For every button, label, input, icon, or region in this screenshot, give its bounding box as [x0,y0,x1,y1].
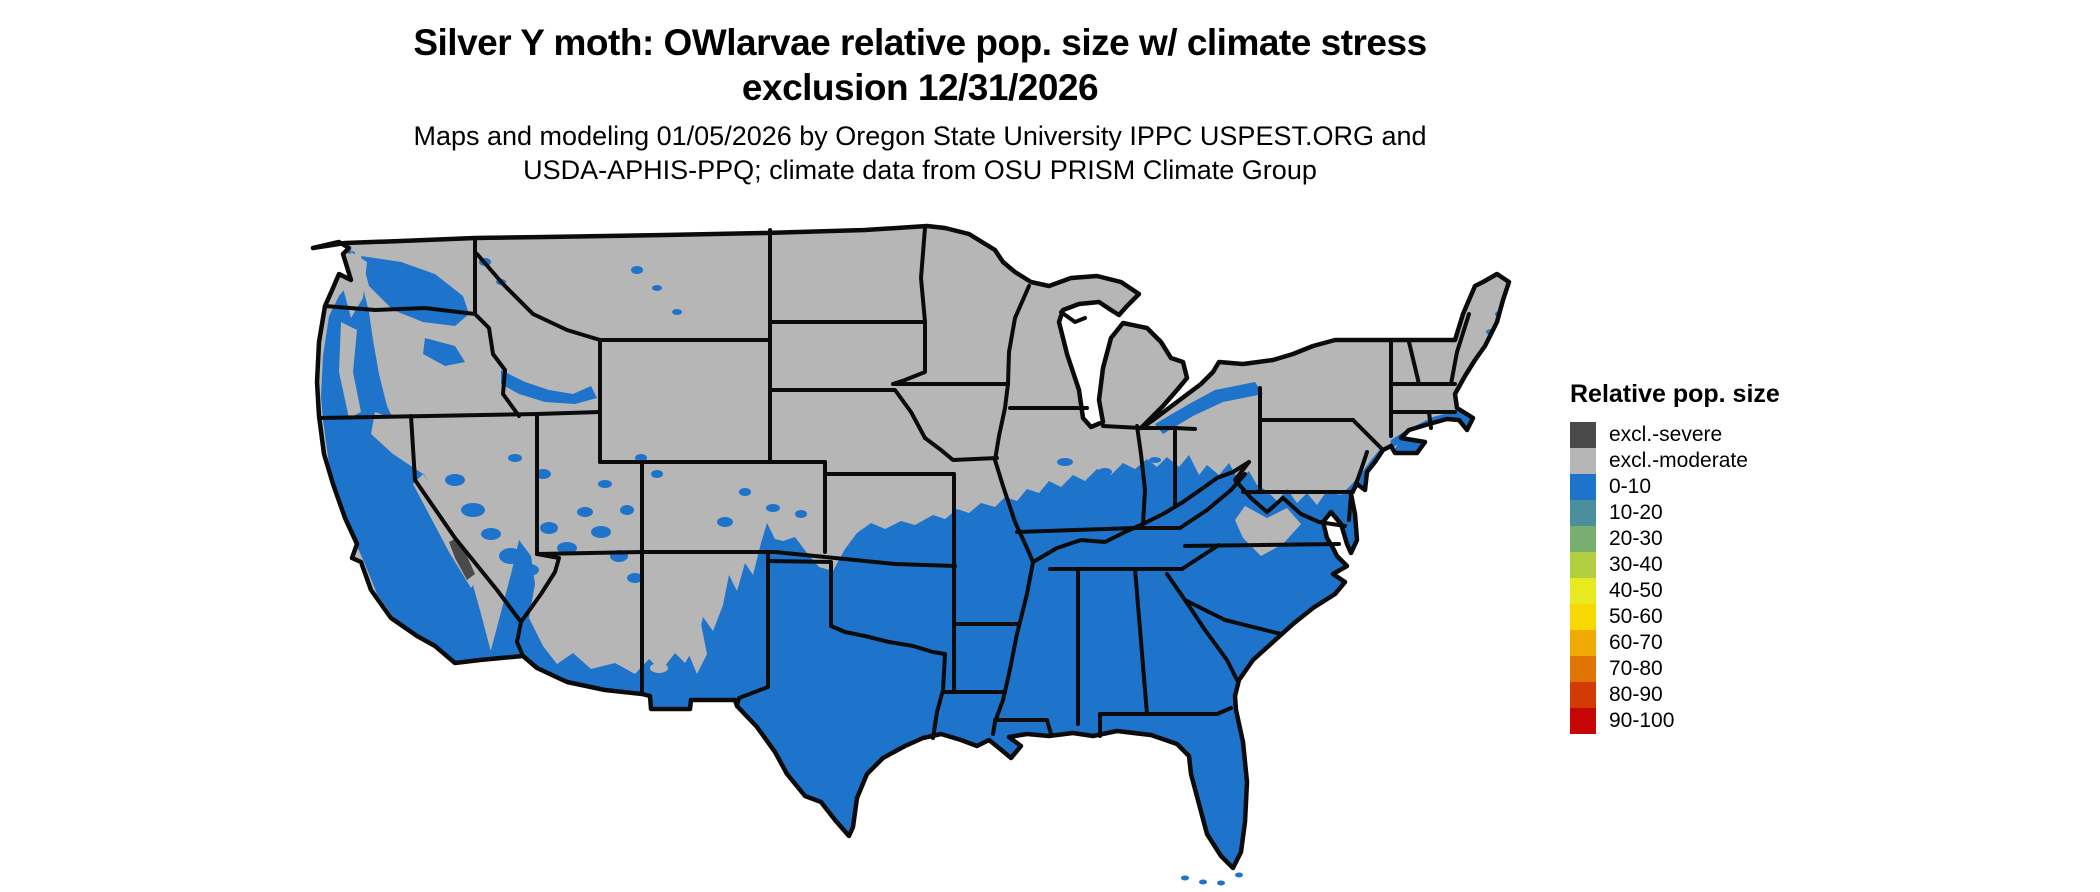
legend-item: 70-80 [1570,656,1890,682]
legend-item: 10-20 [1570,500,1890,526]
excluded-severe-patches [449,538,475,580]
legend-item: 0-10 [1570,474,1890,500]
legend-label: 50-60 [1609,605,1663,628]
legend-swatch [1570,682,1596,708]
title-line-1: Silver Y moth: OWlarvae relative pop. si… [413,22,1427,63]
legend-label: excl.-moderate [1609,449,1748,472]
legend-swatch [1570,448,1596,474]
legend-rows: excl.-severe excl.-moderate 0-10 10-20 20-30… [1570,422,1890,734]
legend-item: 90-100 [1570,708,1890,734]
legend-label: 70-80 [1609,657,1663,680]
legend: Relative pop. size excl.-severe excl.-mod… [1570,380,1890,734]
legend-item: 50-60 [1570,604,1890,630]
legend-swatch [1570,656,1596,682]
florida-keys-dots [1181,872,1243,886]
state-borders [317,226,1471,740]
legend-title: Relative pop. size [1570,380,1780,408]
legend-label: 30-40 [1609,553,1663,576]
subtitle-line-2: USDA-APHIS-PPQ; climate data from OSU PR… [523,154,1317,185]
legend-swatch [1570,500,1596,526]
legend-swatch [1570,474,1596,500]
legend-swatch [1570,526,1596,552]
legend-item: 60-70 [1570,630,1890,656]
legend-item: 20-30 [1570,526,1890,552]
legend-swatch [1570,552,1596,578]
page-title: Silver Y moth: OWlarvae relative pop. si… [0,20,1840,110]
legend-label: 10-20 [1609,501,1663,524]
legend-label: 90-100 [1609,709,1675,732]
legend-label: 0-10 [1609,475,1652,498]
legend-label: excl.-severe [1609,423,1723,446]
page-subtitle: Maps and modeling 01/05/2026 by Oregon S… [0,120,1840,188]
legend-swatch [1570,578,1596,604]
legend-item: 80-90 [1570,682,1890,708]
legend-item: 30-40 [1570,552,1890,578]
legend-item: excl.-severe [1570,422,1890,448]
legend-item: excl.-moderate [1570,448,1890,474]
legend-label: 60-70 [1609,631,1663,654]
us-map [305,222,1530,892]
legend-label: 80-90 [1609,683,1663,706]
legend-label: 20-30 [1609,527,1663,550]
legend-item: 40-50 [1570,578,1890,604]
us-map-svg [310,223,1512,886]
legend-swatch [1570,630,1596,656]
legend-swatch [1570,422,1596,448]
legend-swatch [1570,604,1596,630]
us-coastline-border [310,223,1512,871]
title-line-2: exclusion 12/31/2026 [741,67,1099,109]
legend-label: 40-50 [1609,579,1663,602]
subtitle-line-1: Maps and modeling 01/05/2026 by Oregon S… [413,121,1427,151]
legend-swatch [1570,708,1596,734]
